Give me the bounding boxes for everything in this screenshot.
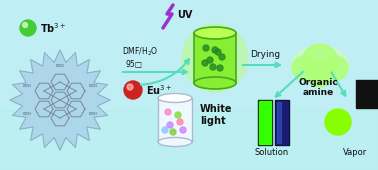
- Circle shape: [175, 112, 181, 118]
- Ellipse shape: [290, 45, 350, 85]
- Bar: [194, 33, 236, 83]
- Circle shape: [180, 127, 186, 133]
- Circle shape: [124, 81, 142, 99]
- FancyArrowPatch shape: [141, 59, 189, 85]
- Circle shape: [324, 56, 348, 80]
- Ellipse shape: [158, 138, 192, 147]
- Circle shape: [165, 109, 171, 115]
- Ellipse shape: [181, 23, 248, 93]
- Text: COOH: COOH: [88, 112, 98, 116]
- Circle shape: [167, 122, 173, 128]
- Text: Organic
amine: Organic amine: [298, 78, 338, 97]
- Circle shape: [302, 44, 338, 80]
- Bar: [275, 100, 289, 145]
- Text: DMF/H$_2$O: DMF/H$_2$O: [122, 46, 158, 58]
- Circle shape: [170, 129, 176, 135]
- Ellipse shape: [194, 27, 236, 39]
- Circle shape: [23, 22, 28, 28]
- Text: 95□: 95□: [125, 60, 142, 69]
- Bar: [0, 110, 378, 170]
- Bar: [356, 80, 378, 108]
- Circle shape: [210, 64, 216, 70]
- Text: COOH: COOH: [23, 84, 31, 88]
- Text: COOH: COOH: [23, 112, 31, 116]
- Circle shape: [207, 57, 213, 63]
- Circle shape: [217, 65, 223, 71]
- Circle shape: [325, 109, 351, 135]
- Ellipse shape: [158, 94, 192, 103]
- Circle shape: [162, 127, 168, 133]
- Circle shape: [203, 45, 209, 51]
- Bar: [158, 98, 192, 142]
- Circle shape: [219, 54, 225, 60]
- Circle shape: [127, 84, 133, 90]
- Bar: [277, 102, 281, 143]
- Circle shape: [20, 20, 36, 36]
- Bar: [276, 101, 288, 144]
- Circle shape: [177, 119, 183, 125]
- Text: Eu$^{3+}$: Eu$^{3+}$: [146, 83, 172, 97]
- Polygon shape: [10, 50, 110, 150]
- Text: Drying: Drying: [250, 50, 280, 59]
- Circle shape: [212, 47, 218, 53]
- Bar: [259, 101, 271, 144]
- Circle shape: [215, 49, 221, 55]
- Bar: [258, 100, 272, 145]
- Circle shape: [292, 56, 316, 80]
- Text: Tb$^{3+}$: Tb$^{3+}$: [40, 21, 66, 35]
- Text: White
light: White light: [200, 104, 232, 126]
- Text: Vapor: Vapor: [343, 148, 367, 157]
- Text: UV: UV: [177, 10, 192, 20]
- Text: COOH: COOH: [56, 64, 64, 68]
- Text: Solution: Solution: [255, 148, 289, 157]
- Text: COOH: COOH: [88, 84, 98, 88]
- Circle shape: [308, 63, 332, 87]
- Ellipse shape: [194, 77, 236, 89]
- Circle shape: [202, 60, 208, 66]
